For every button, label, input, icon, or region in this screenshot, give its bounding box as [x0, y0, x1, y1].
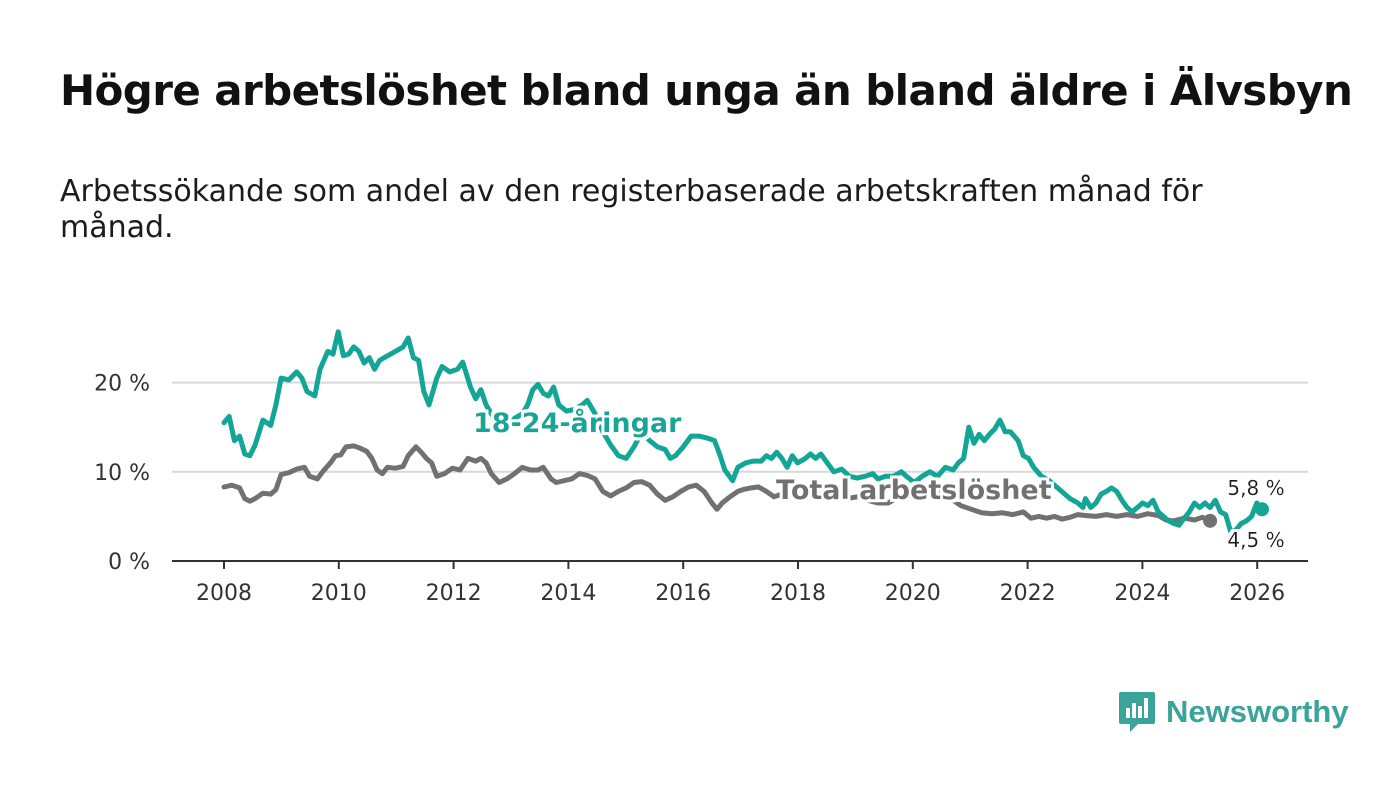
newsworthy-brand: Newsworthy: [1118, 690, 1349, 734]
series-endpoint-total: [1203, 513, 1218, 528]
x-tick-label: 2026: [1229, 581, 1285, 606]
x-tick-label: 2020: [885, 581, 941, 606]
series-line-youth: [221, 329, 1265, 535]
newsworthy-logo-icon: [1119, 692, 1155, 732]
end-label-total: 4,5 %: [1227, 528, 1284, 552]
x-tick-label: 2008: [196, 581, 252, 606]
chart-title: Högre arbetslöshet bland unga än bland ä…: [60, 66, 1353, 115]
x-tick-label: 2016: [655, 581, 711, 606]
x-tick-label: 2022: [1000, 581, 1056, 606]
x-tick-label: 2012: [426, 581, 482, 606]
end-label-youth: 5,8 %: [1227, 476, 1284, 500]
x-tick-label: 2014: [540, 581, 596, 606]
series-line-total: [221, 443, 1213, 524]
x-tick-label: 2010: [311, 581, 367, 606]
series-labels: 5,8 % 4,5 % 18-24-åringar Total arbetslöshe…: [473, 407, 1285, 552]
x-tick-label: 2024: [1114, 581, 1170, 606]
series-label-youth: 18-24-åringar: [473, 407, 682, 439]
series-endpoint-youth: [1255, 502, 1269, 517]
y-tick-label: 0 %: [108, 550, 150, 575]
series-lines: [221, 329, 1269, 535]
chart-subtitle: Arbetssökande som andel av den registerb…: [60, 174, 1203, 245]
brand-name: Newsworthy: [1166, 694, 1349, 729]
y-tick-label: 10 %: [94, 461, 150, 486]
x-tick-label: 2018: [770, 581, 826, 606]
series-label-total: Total arbetslöshet: [776, 475, 1052, 506]
y-tick-label: 20 %: [94, 372, 150, 397]
axes: 0 % 10 % 20 % 2008 2010 2012 2014 2016 2018 2020 2…: [94, 372, 1308, 606]
gridlines: [172, 381, 1308, 473]
